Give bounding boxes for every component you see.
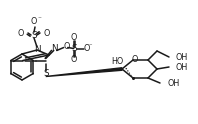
Text: ⁻: ⁻ [37, 16, 41, 22]
Text: HO: HO [111, 58, 123, 66]
Text: O: O [31, 16, 37, 26]
Text: OH: OH [176, 53, 188, 62]
Text: O: O [64, 42, 70, 51]
Text: O: O [84, 44, 90, 53]
Text: O: O [70, 55, 77, 64]
Text: O: O [70, 33, 77, 42]
Text: S: S [43, 69, 49, 78]
Text: N: N [51, 44, 58, 53]
Text: O: O [132, 55, 138, 63]
Text: N: N [34, 46, 40, 55]
Text: S: S [31, 31, 37, 40]
Text: OH: OH [167, 79, 179, 89]
Text: ⁻: ⁻ [89, 44, 92, 49]
Text: S: S [71, 44, 77, 53]
Text: OH: OH [176, 62, 188, 72]
Text: O: O [18, 29, 24, 37]
Text: O: O [44, 29, 50, 37]
Polygon shape [46, 68, 122, 77]
